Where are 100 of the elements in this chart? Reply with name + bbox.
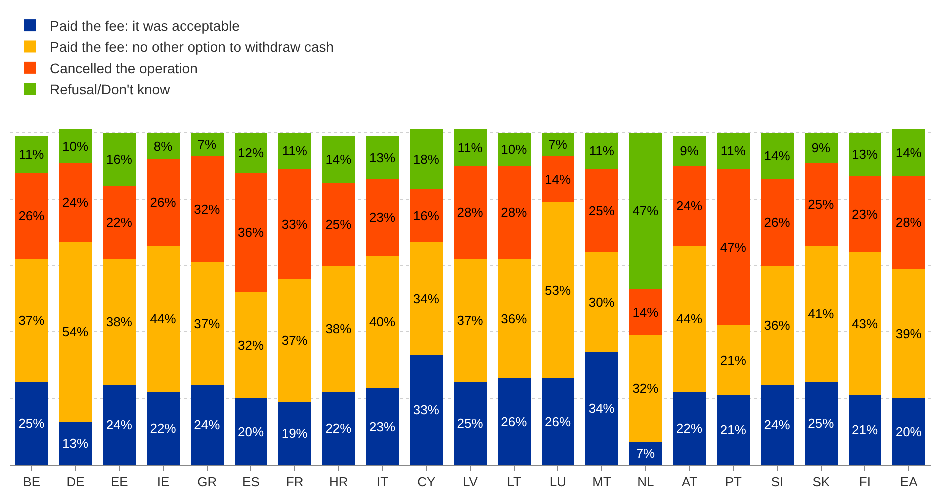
bar <box>190 262 224 386</box>
data-label: 34% <box>413 291 440 306</box>
data-label: 28% <box>896 215 922 230</box>
legend-label: Paid the fee: it was acceptable <box>50 18 240 34</box>
data-label: 36% <box>764 318 791 334</box>
bar <box>366 179 400 256</box>
data-label: 11% <box>589 144 615 159</box>
data-label: 24% <box>106 418 133 433</box>
data-label: 14% <box>632 304 660 320</box>
data-label: 23% <box>852 206 878 222</box>
x-tick-label: EA <box>900 474 918 490</box>
bar <box>804 382 838 465</box>
data-label: 7% <box>548 137 568 152</box>
data-label: 18% <box>413 152 440 168</box>
bar <box>103 385 136 465</box>
x-tick-label: NL <box>638 474 654 490</box>
bar <box>804 132 838 163</box>
data-label: 13% <box>62 436 90 451</box>
bar <box>410 242 444 356</box>
bar <box>892 269 926 399</box>
bar <box>103 186 136 260</box>
x-tick-label: IE <box>157 474 170 490</box>
bar <box>366 388 400 465</box>
bar <box>586 252 619 352</box>
x-tick-label: DE <box>66 474 86 490</box>
data-label: 14% <box>764 148 791 164</box>
data-label: 23% <box>370 210 396 226</box>
data-label: 11% <box>720 144 746 159</box>
x-tick-label: LV <box>463 474 478 490</box>
data-label: 9% <box>812 140 831 156</box>
data-label: 26% <box>501 414 528 430</box>
bar <box>673 392 706 465</box>
bar <box>59 130 92 163</box>
bar <box>322 136 356 183</box>
data-label: 21% <box>852 422 878 438</box>
data-label: 32% <box>632 381 660 396</box>
data-label: 22% <box>106 215 133 230</box>
data-label: 24% <box>62 195 90 210</box>
data-label: 10% <box>62 138 90 154</box>
bar <box>848 395 882 465</box>
data-label: 33% <box>413 402 440 418</box>
data-label: 32% <box>238 338 264 353</box>
bar <box>366 256 400 389</box>
data-label: 22% <box>326 420 352 436</box>
bar <box>848 132 882 176</box>
bar <box>190 132 224 156</box>
data-label: 8% <box>154 138 174 154</box>
data-label: 36% <box>238 225 264 240</box>
data-label: 23% <box>370 419 396 434</box>
bar <box>410 355 444 465</box>
x-tick-label: LU <box>550 474 567 490</box>
data-label: 37% <box>194 316 221 332</box>
bar <box>234 398 268 465</box>
bar <box>15 382 48 465</box>
data-label: 54% <box>62 324 90 340</box>
data-label: 25% <box>808 416 835 431</box>
data-label: 34% <box>588 401 616 416</box>
bar <box>717 326 750 396</box>
bar <box>542 202 575 379</box>
bar <box>15 259 48 382</box>
x-tick-label: ES <box>242 474 260 490</box>
bar <box>147 160 180 246</box>
data-label: 24% <box>194 418 221 433</box>
data-label: 40% <box>370 314 396 330</box>
bar <box>366 136 400 180</box>
x-tick-label: MT <box>592 474 612 490</box>
bar <box>586 132 619 170</box>
bar <box>454 382 487 465</box>
bar <box>848 252 882 396</box>
data-label: 28% <box>457 205 484 220</box>
bar <box>59 162 92 243</box>
x-tick-label: GR <box>198 474 218 490</box>
bar <box>147 392 180 465</box>
bar <box>278 169 312 280</box>
data-label: 47% <box>720 240 747 256</box>
bar <box>103 259 136 386</box>
data-label: 11% <box>458 140 484 156</box>
data-label: 14% <box>326 152 352 168</box>
bar <box>454 259 487 382</box>
legend-label: Paid the fee: no other option to withdraw cash <box>50 39 334 56</box>
bar <box>804 246 838 382</box>
bar <box>498 378 531 465</box>
bar <box>848 176 882 252</box>
bar <box>454 130 487 166</box>
data-label: 14% <box>896 145 922 160</box>
data-label: 37% <box>457 313 484 328</box>
bar <box>278 279 312 402</box>
data-label: 9% <box>680 144 700 159</box>
data-label: 20% <box>896 424 922 440</box>
data-label: 11% <box>282 144 308 159</box>
data-label: 22% <box>676 420 704 436</box>
data-label: 26% <box>544 414 572 430</box>
bar <box>498 166 531 260</box>
data-label: 25% <box>457 416 484 431</box>
bar <box>804 162 838 246</box>
x-tick-label: FI <box>859 474 871 490</box>
data-label: 44% <box>676 311 704 326</box>
bar <box>717 132 750 170</box>
bar <box>103 132 136 186</box>
bar <box>410 189 444 243</box>
